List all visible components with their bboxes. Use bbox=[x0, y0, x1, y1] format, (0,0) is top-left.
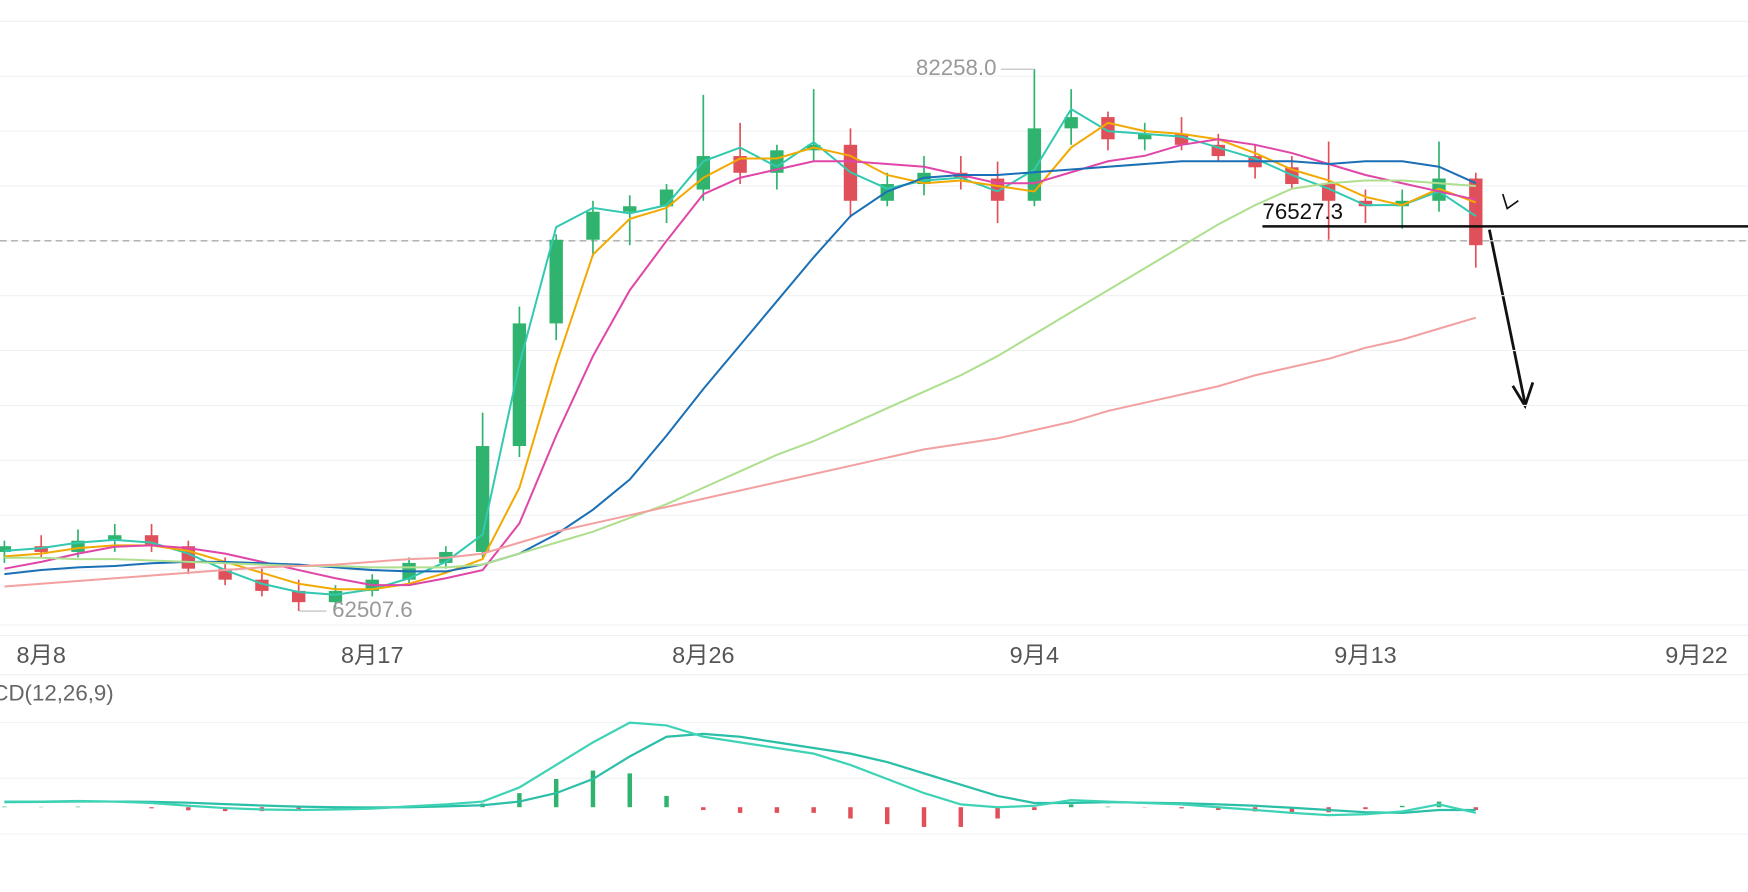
candle-body bbox=[475, 446, 490, 552]
macd-histogram-bar bbox=[333, 807, 338, 810]
macd-histogram-bar bbox=[1289, 807, 1295, 813]
candle-body bbox=[1395, 200, 1409, 207]
candle-body bbox=[218, 568, 232, 580]
moving-average bbox=[4, 121, 1477, 591]
drawn-line-label: 76527.3 bbox=[1262, 199, 1343, 224]
macd-dif bbox=[4, 721, 1477, 817]
candle-body bbox=[144, 535, 159, 547]
macd-histogram-bar bbox=[1068, 804, 1074, 808]
macd-histogram-bar bbox=[2, 806, 7, 808]
macd-histogram-bar bbox=[921, 807, 927, 827]
macd-histogram-bar bbox=[1363, 807, 1368, 810]
x-tick-label: 9月13 bbox=[1334, 642, 1396, 668]
small-arrow bbox=[1501, 193, 1519, 210]
candle-body bbox=[1064, 117, 1078, 129]
candle-body bbox=[770, 150, 784, 173]
macd-histogram-bar bbox=[774, 807, 780, 813]
macd-dea bbox=[4, 732, 1476, 814]
candle-body bbox=[328, 590, 343, 603]
moving-average bbox=[4, 138, 1477, 587]
candle-body bbox=[549, 239, 563, 324]
macd-histogram-bar bbox=[186, 807, 191, 811]
candle-body bbox=[1358, 200, 1373, 207]
moving-average bbox=[4, 179, 1476, 569]
annotation-label: 82258.0 bbox=[916, 55, 997, 80]
candle-body bbox=[255, 579, 269, 591]
candle-body bbox=[1174, 133, 1189, 145]
macd-histogram-bar bbox=[627, 773, 632, 808]
macd-histogram-bar bbox=[664, 795, 669, 808]
moving-average bbox=[4, 316, 1477, 588]
macd-histogram-bar bbox=[75, 806, 81, 808]
macd-histogram-bar bbox=[1179, 807, 1184, 809]
macd-histogram-bar bbox=[149, 807, 154, 809]
candle-body bbox=[292, 590, 306, 603]
macd-histogram-bar bbox=[1032, 807, 1037, 811]
x-tick-label: 9月22 bbox=[1665, 642, 1727, 668]
macd-histogram-bar bbox=[590, 770, 596, 808]
x-tick-label: 9月4 bbox=[1010, 642, 1059, 668]
macd-title: MACD(12,26,9) bbox=[0, 681, 114, 706]
macd-histogram-bar bbox=[1473, 807, 1479, 811]
macd-histogram-bar bbox=[995, 807, 1000, 819]
macd-histogram-bar bbox=[1105, 806, 1111, 808]
x-tick-label: 8月8 bbox=[16, 642, 65, 668]
moving-average bbox=[4, 160, 1477, 576]
macd-histogram-bar bbox=[1399, 805, 1405, 808]
macd-histogram-bar bbox=[1216, 807, 1221, 811]
macd-histogram-bar bbox=[737, 807, 743, 813]
moving-average bbox=[4, 107, 1477, 596]
macd-histogram-bar bbox=[296, 807, 301, 811]
macd-histogram-bar bbox=[517, 793, 522, 808]
x-tick-label: 8月26 bbox=[672, 642, 734, 668]
macd-histogram-bar bbox=[848, 807, 853, 819]
macd-histogram-bar bbox=[958, 807, 964, 827]
candle-body bbox=[623, 206, 637, 212]
arrow-shaft bbox=[1488, 229, 1527, 404]
candle-body bbox=[586, 211, 600, 240]
candle-body bbox=[71, 540, 85, 552]
macd-histogram-bar bbox=[811, 807, 816, 813]
macd-histogram-bar bbox=[701, 807, 706, 811]
candle-body bbox=[1469, 178, 1483, 246]
candle-body bbox=[1138, 133, 1152, 140]
macd-histogram-bar bbox=[222, 807, 228, 812]
candle-body bbox=[1211, 144, 1225, 157]
candle-body bbox=[0, 546, 12, 552]
x-tick-label: 8月17 bbox=[341, 642, 403, 668]
candle-body bbox=[108, 535, 122, 541]
macd-histogram-bar bbox=[885, 807, 890, 825]
annotation-label: 62507.6 bbox=[332, 597, 413, 622]
